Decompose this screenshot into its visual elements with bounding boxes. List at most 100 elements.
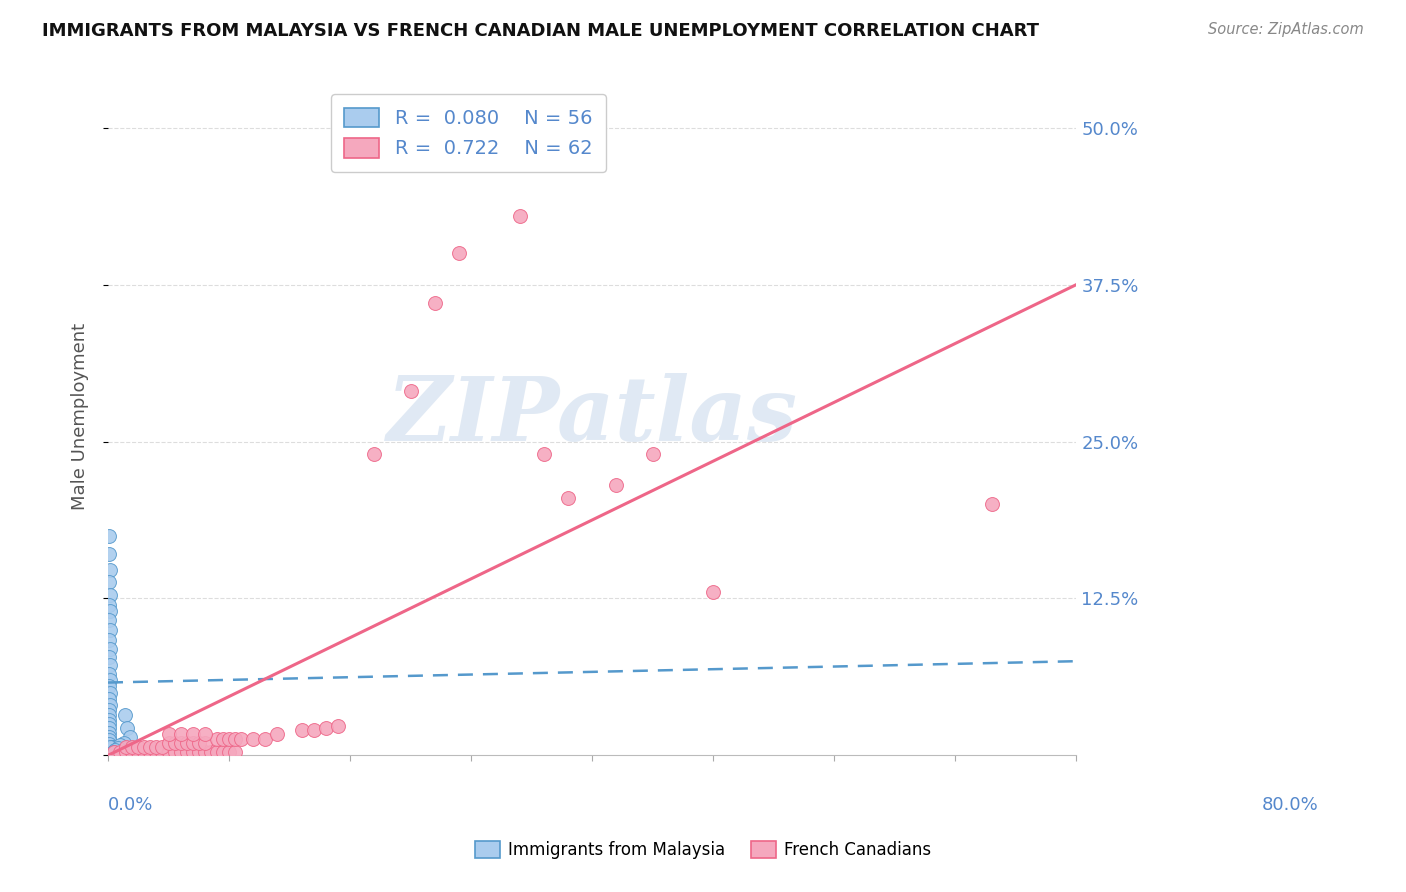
- Point: [194, 745, 217, 759]
- Point: [641, 447, 664, 461]
- Point: [212, 745, 235, 759]
- Point: [200, 745, 222, 759]
- Point: [121, 745, 143, 759]
- Point: [117, 721, 139, 735]
- Point: [980, 497, 1002, 511]
- Point: [98, 730, 121, 744]
- Point: [98, 725, 121, 739]
- Point: [98, 598, 121, 612]
- Point: [169, 727, 191, 741]
- Point: [98, 708, 121, 723]
- Point: [302, 723, 325, 738]
- Point: [224, 745, 246, 759]
- Point: [127, 745, 149, 759]
- Point: [100, 747, 122, 761]
- Point: [98, 713, 121, 727]
- Point: [115, 745, 138, 759]
- Point: [101, 745, 124, 759]
- Point: [557, 491, 579, 505]
- Point: [101, 739, 124, 754]
- Point: [107, 740, 129, 755]
- Point: [169, 745, 191, 759]
- Point: [103, 745, 125, 759]
- Point: [399, 384, 422, 399]
- Point: [447, 246, 470, 260]
- Point: [100, 745, 122, 759]
- Point: [254, 732, 277, 747]
- Point: [112, 736, 135, 750]
- Point: [127, 739, 149, 754]
- Point: [98, 691, 121, 706]
- Point: [326, 719, 349, 733]
- Point: [100, 739, 122, 754]
- Point: [605, 478, 627, 492]
- Point: [533, 447, 555, 461]
- Text: 80.0%: 80.0%: [1261, 796, 1319, 814]
- Point: [224, 732, 246, 747]
- Point: [105, 747, 128, 761]
- Point: [363, 447, 385, 461]
- Point: [176, 736, 198, 750]
- Point: [194, 736, 217, 750]
- Point: [101, 745, 124, 759]
- Point: [98, 529, 121, 543]
- Point: [181, 727, 204, 741]
- Point: [134, 739, 156, 754]
- Point: [100, 742, 122, 756]
- Point: [100, 747, 122, 761]
- Point: [100, 673, 122, 687]
- Point: [212, 732, 235, 747]
- Point: [157, 727, 180, 741]
- Point: [100, 563, 122, 577]
- Point: [100, 623, 122, 637]
- Point: [169, 736, 191, 750]
- Point: [98, 650, 121, 665]
- Point: [108, 745, 131, 759]
- Point: [163, 745, 186, 759]
- Point: [134, 745, 156, 759]
- Point: [104, 747, 127, 761]
- Point: [315, 721, 337, 735]
- Point: [205, 745, 228, 759]
- Point: [509, 209, 531, 223]
- Point: [176, 745, 198, 759]
- Point: [139, 739, 162, 754]
- Point: [103, 747, 125, 761]
- Point: [100, 604, 122, 618]
- Point: [98, 737, 121, 751]
- Text: Source: ZipAtlas.com: Source: ZipAtlas.com: [1208, 22, 1364, 37]
- Point: [98, 613, 121, 627]
- Y-axis label: Male Unemployment: Male Unemployment: [72, 323, 89, 510]
- Point: [423, 296, 446, 310]
- Point: [98, 743, 121, 757]
- Text: ZIPatlas: ZIPatlas: [387, 373, 797, 459]
- Point: [101, 742, 124, 756]
- Point: [157, 745, 180, 759]
- Point: [139, 745, 162, 759]
- Point: [205, 732, 228, 747]
- Point: [98, 747, 121, 761]
- Point: [152, 745, 174, 759]
- Point: [702, 585, 724, 599]
- Point: [194, 727, 217, 741]
- Point: [145, 739, 167, 754]
- Point: [145, 745, 167, 759]
- Point: [98, 632, 121, 647]
- Point: [98, 717, 121, 731]
- Point: [181, 745, 204, 759]
- Point: [104, 745, 127, 759]
- Point: [114, 708, 136, 723]
- Point: [98, 721, 121, 735]
- Point: [231, 732, 253, 747]
- Point: [103, 745, 125, 759]
- Point: [103, 742, 125, 756]
- Point: [181, 736, 204, 750]
- Point: [291, 723, 314, 738]
- Legend: Immigrants from Malaysia, French Canadians: Immigrants from Malaysia, French Canadia…: [468, 834, 938, 866]
- Point: [266, 727, 288, 741]
- Text: 0.0%: 0.0%: [108, 796, 153, 814]
- Point: [100, 657, 122, 672]
- Point: [100, 588, 122, 602]
- Text: IMMIGRANTS FROM MALAYSIA VS FRENCH CANADIAN MALE UNEMPLOYMENT CORRELATION CHART: IMMIGRANTS FROM MALAYSIA VS FRENCH CANAD…: [42, 22, 1039, 40]
- Point: [187, 745, 209, 759]
